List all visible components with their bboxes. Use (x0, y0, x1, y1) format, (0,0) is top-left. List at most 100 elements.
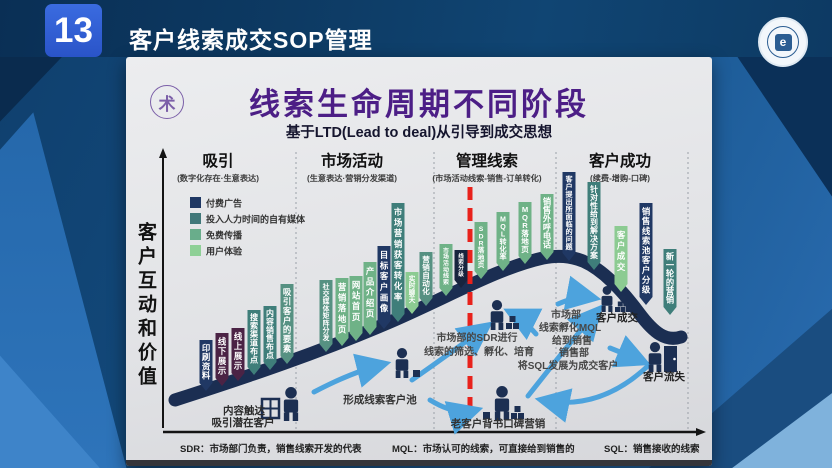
svg-text:社: 社 (322, 282, 330, 291)
svg-text:市: 市 (394, 207, 403, 217)
flow-arrows (311, 275, 653, 435)
bars: 印刷资料线下展示线上展示搜索渠道布点内容销售布点吸引客户的要素社交媒体矩阵分发营… (199, 172, 677, 391)
svg-text:S: S (479, 226, 484, 233)
svg-text:户: 户 (565, 182, 572, 191)
svg-text:交: 交 (617, 262, 626, 272)
annotation: 给到销售 (552, 334, 592, 347)
flow-arrow (503, 308, 543, 340)
svg-text:销: 销 (666, 295, 675, 305)
footnote: SDR：市场部门负责，销售线索开发的代表 (180, 443, 362, 455)
svg-text:标: 标 (379, 261, 389, 271)
svg-text:网: 网 (352, 280, 360, 290)
person-icon (260, 387, 299, 421)
svg-text:布: 布 (250, 346, 258, 356)
slide-title: 客户线索成交SOP管理 (129, 27, 373, 53)
svg-text:介: 介 (365, 287, 375, 297)
legend-swatch (190, 197, 201, 208)
svg-text:素: 素 (283, 344, 292, 354)
svg-text:销: 销 (422, 262, 430, 272)
footnotes: SDR：市场部门负责，销售线索开发的代表 MQL：市场认可的线索，可直接给到销售的… (180, 443, 700, 455)
cube-icon (413, 370, 420, 377)
svg-text:落: 落 (478, 246, 485, 255)
svg-text:体: 体 (323, 304, 330, 313)
svg-text:率: 率 (394, 292, 403, 302)
svg-text:R: R (479, 240, 484, 247)
company-logo: e (758, 17, 808, 67)
svg-text:自: 自 (422, 270, 430, 280)
svg-text:展: 展 (233, 351, 243, 361)
axes (159, 148, 706, 436)
svg-text:分: 分 (642, 275, 651, 285)
lifecycle-diagram: 吸引(数字化存在·生意表达)市场活动(生意表达·营销分发渠道)管理线索(市场活动… (159, 148, 706, 455)
svg-text:渠: 渠 (250, 329, 259, 339)
svg-text:投入人力时间的自有媒体: 投入人力时间的自有媒体 (206, 214, 306, 225)
svg-text:销: 销 (338, 293, 347, 303)
svg-text:市: 市 (443, 246, 449, 254)
svg-text:页: 页 (352, 312, 361, 322)
svg-text:落: 落 (338, 303, 347, 313)
svg-text:户: 户 (283, 315, 291, 325)
svg-text:动: 动 (443, 265, 449, 273)
svg-text:客: 客 (641, 255, 651, 265)
svg-text:转: 转 (394, 271, 403, 281)
svg-text:阵: 阵 (323, 318, 330, 327)
svg-text:方: 方 (590, 242, 598, 252)
svg-text:的: 的 (565, 227, 572, 236)
y-axis-label: 客户互动和价值 (135, 222, 156, 390)
svg-text:问: 问 (565, 234, 572, 243)
svg-text:对: 对 (590, 192, 598, 202)
svg-text:R: R (522, 221, 528, 230)
legend-swatch (190, 245, 201, 256)
svg-text:品: 品 (366, 277, 374, 287)
header-band (0, 0, 832, 57)
svg-text:客户成功: 客户成功 (589, 151, 651, 170)
lifecycle-bar: 客户成交 (614, 226, 628, 292)
svg-text:目: 目 (380, 250, 388, 260)
svg-text:线: 线 (458, 252, 464, 260)
svg-text:Q: Q (500, 223, 506, 231)
legend-swatch (190, 213, 201, 224)
svg-text:池: 池 (642, 245, 651, 255)
stage-dividers (295, 152, 689, 430)
svg-text:题: 题 (564, 242, 573, 251)
svg-text:率: 率 (499, 252, 506, 261)
svg-text:容: 容 (265, 316, 274, 326)
window-icon (260, 397, 281, 420)
svg-text:营: 营 (338, 282, 347, 292)
svg-text:布: 布 (266, 341, 274, 351)
svg-text:解: 解 (590, 225, 598, 235)
svg-text:营: 营 (422, 254, 430, 264)
svg-text:时: 时 (409, 281, 416, 290)
svg-text:(数字化存在·生意表达): (数字化存在·生意表达) (177, 173, 259, 183)
svg-text:索: 索 (443, 278, 449, 286)
svg-text:客: 客 (379, 271, 389, 281)
svg-text:内: 内 (266, 308, 274, 318)
svg-text:到: 到 (590, 217, 598, 227)
person-icon (648, 342, 677, 372)
flow-arrow (555, 275, 602, 311)
annotation: 客户流失 (642, 370, 685, 383)
person-icon (490, 300, 519, 330)
footnote: MQL：市场认可的线索，可直接给到销售的 (392, 443, 575, 455)
svg-text:页: 页 (521, 245, 529, 254)
svg-text:的: 的 (666, 277, 674, 287)
svg-text:线: 线 (234, 331, 243, 341)
svg-text:媒: 媒 (322, 297, 330, 306)
svg-text:示: 示 (233, 361, 243, 371)
annotation: 销售部 (559, 346, 589, 359)
svg-text:分: 分 (458, 264, 464, 272)
svg-text:上: 上 (234, 341, 243, 351)
svg-text:聊: 聊 (409, 288, 416, 297)
svg-text:客: 客 (282, 306, 292, 316)
svg-text:呼: 呼 (543, 222, 552, 232)
svg-text:案: 案 (589, 250, 598, 260)
